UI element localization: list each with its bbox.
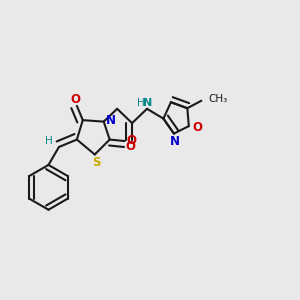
Text: O: O [126,140,136,153]
Text: S: S [92,156,100,169]
Text: CH₃: CH₃ [209,94,228,104]
Text: N: N [170,134,180,148]
Text: H: H [45,136,52,146]
Text: O: O [126,134,136,147]
Text: N: N [106,114,116,127]
Text: N: N [143,98,152,108]
Text: O: O [70,93,80,106]
Text: O: O [193,121,203,134]
Text: H: H [137,98,145,108]
